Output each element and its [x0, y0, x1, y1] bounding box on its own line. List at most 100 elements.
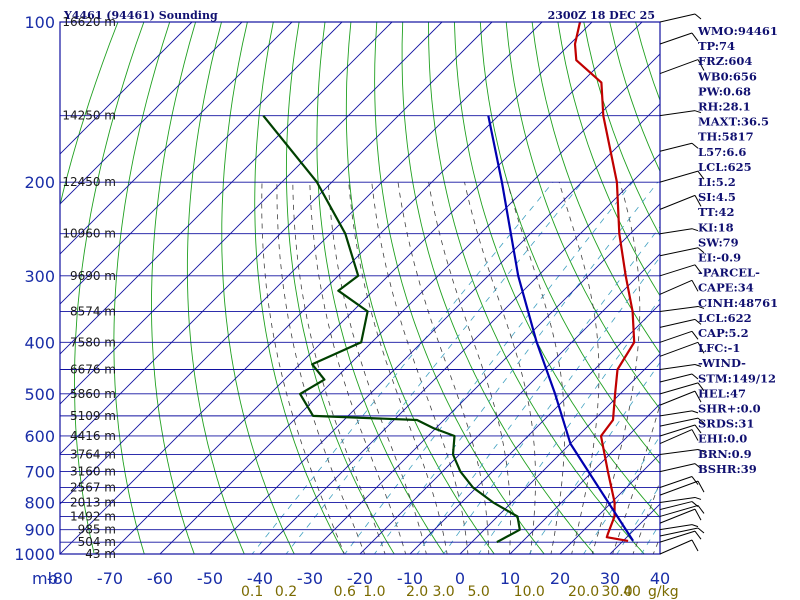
wind-barb: [659, 390, 702, 406]
wind-barb: [659, 305, 705, 312]
wind-barb: [659, 59, 705, 75]
mixing-ratio-tick-label: 1.0: [363, 584, 385, 600]
pressure-tick-label: 700: [24, 463, 55, 482]
mixing-ratio-line: [443, 256, 660, 554]
isotherm-line: [259, 153, 660, 554]
index-line: LCL:625: [698, 160, 752, 174]
index-line: CAPE:34: [698, 281, 754, 295]
wind-barb: [659, 247, 705, 257]
pressure-tick-label: 400: [24, 333, 55, 352]
station-title: Y4461 (94461) Sounding: [63, 9, 218, 22]
mixing-ratio-unit-label: g/kg: [648, 584, 679, 600]
index-line: CINH:48761: [698, 296, 778, 310]
pressure-unit-label: mb: [32, 569, 58, 588]
height-label: 3764 m: [70, 447, 116, 461]
index-line: LCL:622: [698, 311, 752, 325]
temperature-tick-label: 30: [600, 569, 620, 588]
index-line: HEL:47: [698, 386, 746, 400]
isotherm-line: [359, 253, 660, 554]
index-line: SHR+:0.0: [698, 402, 761, 416]
isotherm-line: [509, 403, 660, 554]
wind-barb: [659, 476, 699, 489]
height-label: 5109 m: [70, 409, 116, 423]
moist-adiabat-line: [397, 182, 490, 554]
wind-barb: [659, 539, 699, 555]
wind-barb: [659, 527, 705, 537]
wind-barb: [659, 429, 699, 445]
height-label: 12450 m: [62, 175, 116, 189]
temperature-tick-label: -30: [297, 569, 323, 588]
parcel-curve: [487, 115, 635, 542]
index-line: LI:5.2: [698, 175, 736, 189]
wind-barb: [659, 448, 705, 455]
index-line: TT:42: [698, 205, 735, 219]
temperature-tick-label: -70: [97, 569, 123, 588]
index-line: WB0:656: [697, 69, 757, 83]
isotherm-line: [60, 22, 193, 155]
index-line: RH:28.1: [698, 100, 751, 114]
dewpoint-curve: [262, 115, 521, 544]
index-line: EI:-0.9: [698, 251, 741, 265]
index-line: BSHR:39: [698, 462, 757, 476]
wind-barb: [659, 279, 699, 295]
index-line: EHI:0.0: [698, 432, 747, 446]
mixing-ratio-tick-label: 10.0: [514, 584, 545, 600]
wind-barb: [659, 424, 702, 437]
grid-lines: [60, 22, 660, 554]
wind-barb: [659, 530, 702, 543]
height-label: 4416 m: [70, 429, 116, 443]
isotherm-line: [409, 303, 660, 554]
height-label: 14250 m: [62, 109, 116, 123]
wind-barb: [659, 382, 705, 395]
temperature-tick-label: -10: [397, 569, 423, 588]
mixing-ratio-tick-label: 3.0: [432, 584, 454, 600]
isotherm-line: [60, 22, 343, 305]
pressure-tick-label: 300: [24, 267, 55, 286]
mixing-ratio-line: [478, 298, 660, 554]
wind-barb: [659, 373, 699, 383]
isotherm-line: [60, 22, 443, 405]
index-line: KI:18: [698, 220, 734, 234]
index-line: TH:5817: [698, 130, 754, 144]
wind-barb: [659, 142, 699, 152]
index-line: FRZ:604: [698, 54, 752, 68]
index-line: CAP:5.2: [698, 326, 749, 340]
wind-barb: [659, 264, 702, 277]
moist-adiabat-line: [507, 181, 565, 554]
mixing-ratio-tick-label: 20.0: [568, 584, 599, 600]
index-line: -WIND-: [698, 356, 746, 370]
wind-barb: [659, 508, 702, 524]
pressure-tick-label: 100: [24, 13, 55, 32]
height-label: 7580 m: [70, 335, 116, 349]
isotherm-line: [559, 453, 660, 554]
index-line: WMO:94461: [697, 24, 778, 38]
mixing-ratio-line: [373, 181, 659, 554]
isotherm-line: [60, 22, 493, 455]
height-label: 504 m: [78, 535, 116, 549]
moist-adiabat-line: [428, 182, 511, 554]
moist-adiabat-line: [261, 182, 345, 554]
wind-barbs: [659, 13, 705, 555]
height-label: 2013 m: [70, 495, 116, 509]
height-labels: 16620 m 14250 m 12450 m 10960 m 9690 m 8574 m…: [62, 15, 116, 561]
plot-frame: [59, 21, 661, 555]
temperature-tick-label: -60: [147, 569, 173, 588]
wind-barb: [659, 32, 699, 45]
wind-barb: [659, 341, 705, 357]
height-label: 16620 m: [62, 15, 116, 29]
sounding-time: 2300Z 18 DEC 25: [548, 9, 655, 22]
isotherm-line: [109, 22, 643, 554]
height-label: 5860 m: [70, 387, 116, 401]
isotherm-line: [60, 22, 543, 505]
height-label: 10960 m: [62, 227, 116, 241]
isotherm-line: [60, 22, 293, 255]
sounding-curves: [262, 22, 636, 544]
temperature-tick-label: 20: [550, 569, 570, 588]
index-line: LFC:-1: [698, 341, 740, 355]
moist-adiabat-line: [327, 182, 427, 554]
moist-adiabat-line: [309, 182, 407, 554]
index-line: BRN:0.9: [698, 447, 752, 461]
